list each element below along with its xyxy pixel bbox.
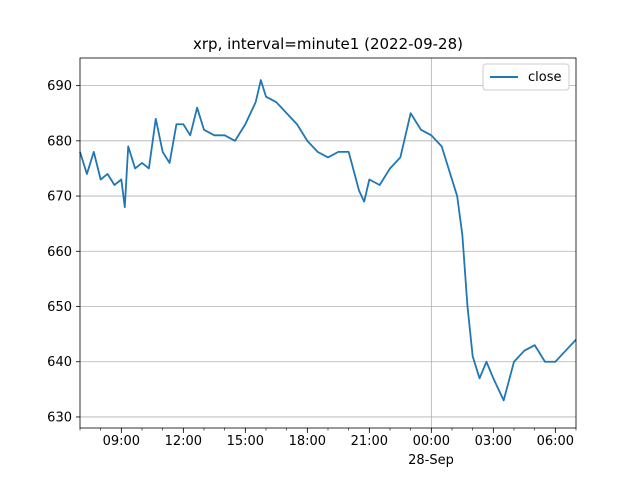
y-tick-label: 680 — [47, 134, 72, 149]
x-tick-label: 00:00 — [413, 434, 450, 449]
plot-area — [80, 58, 576, 428]
x-date-label: 28-Sep — [408, 453, 454, 468]
y-tick-label: 630 — [47, 410, 72, 425]
legend-box — [482, 63, 570, 91]
legend-label-close: close — [528, 70, 561, 85]
y-tick-label: 670 — [47, 190, 72, 205]
series-close — [79, 79, 577, 402]
chart-title: xrp, interval=minute1 (2022-09-28) — [193, 35, 463, 53]
x-tick-label: 18:00 — [289, 434, 326, 449]
series-line-close — [79, 79, 577, 402]
y-tick-label: 660 — [47, 245, 72, 260]
y-tick-label: 690 — [47, 79, 72, 94]
y-axis: 630 640 650 660 670 680 690 — [47, 79, 80, 425]
y-tick-label: 640 — [47, 355, 72, 370]
x-tick-label: 03:00 — [475, 434, 512, 449]
x-tick-label: 12:00 — [165, 434, 202, 449]
x-tick-label: 21:00 — [351, 434, 388, 449]
x-tick-label: 06:00 — [537, 434, 574, 449]
legend: close — [482, 63, 570, 91]
x-axis: 09:00 12:00 15:00 18:00 21:00 00:00 03:00 06:00 — [79, 428, 577, 449]
x-tick-label: 09:00 — [103, 434, 140, 449]
y-tick-label: 650 — [47, 300, 72, 315]
x-tick-label: 15:00 — [227, 434, 264, 449]
